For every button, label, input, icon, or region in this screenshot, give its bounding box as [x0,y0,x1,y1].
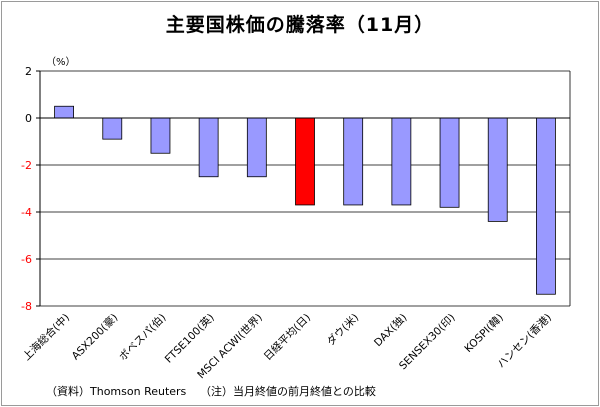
y-tick-label: -2 [21,159,32,172]
bar-5 [295,117,315,206]
y-tick-label: -8 [21,300,32,313]
bar-4 [246,117,267,178]
bar-7 [391,117,412,206]
bar-6 [343,117,364,206]
y-tick-label: -4 [21,206,32,219]
category-label-7: DAX(独) [371,311,409,349]
category-label-5: 日経平均(日) [261,311,313,363]
category-label-0: 上海総合(中) [20,311,72,363]
category-label-2: ボベスパ(伯) [116,311,168,363]
y-tick-label: 2 [25,65,32,78]
bar-9 [487,117,508,222]
note-footnote: （注）当月終値の前月終値との比較 [200,385,376,398]
axis-layer: 2 0 -2 -4 -6 -8 （%） [21,56,571,313]
y-axis-unit-label: （%） [46,56,76,68]
bar-8 [439,117,460,208]
category-label-6: ダウ(米) [324,311,361,348]
bar-2 [150,117,171,154]
bar-1 [102,117,123,140]
category-label-3: FTSE100(英) [162,311,217,366]
y-tick-label: -6 [21,253,32,266]
category-label-9: KOSPI(韓) [462,312,505,355]
bar-3 [198,117,219,178]
bar-0 [54,105,74,119]
chart-title: 主要国株価の騰落率（11月） [165,14,435,36]
label-layer: 上海総合(中)ASX200(豪)ボベスパ(伯)FTSE100(英)MSCI AC… [20,311,554,381]
source-footnote: （資料）Thomson Reuters [46,385,187,398]
bar-layer [54,105,556,295]
grid-layer [40,70,570,307]
y-tick-label: 0 [25,112,32,125]
bar-10 [536,117,556,295]
category-label-1: ASX200(豪) [69,311,120,362]
